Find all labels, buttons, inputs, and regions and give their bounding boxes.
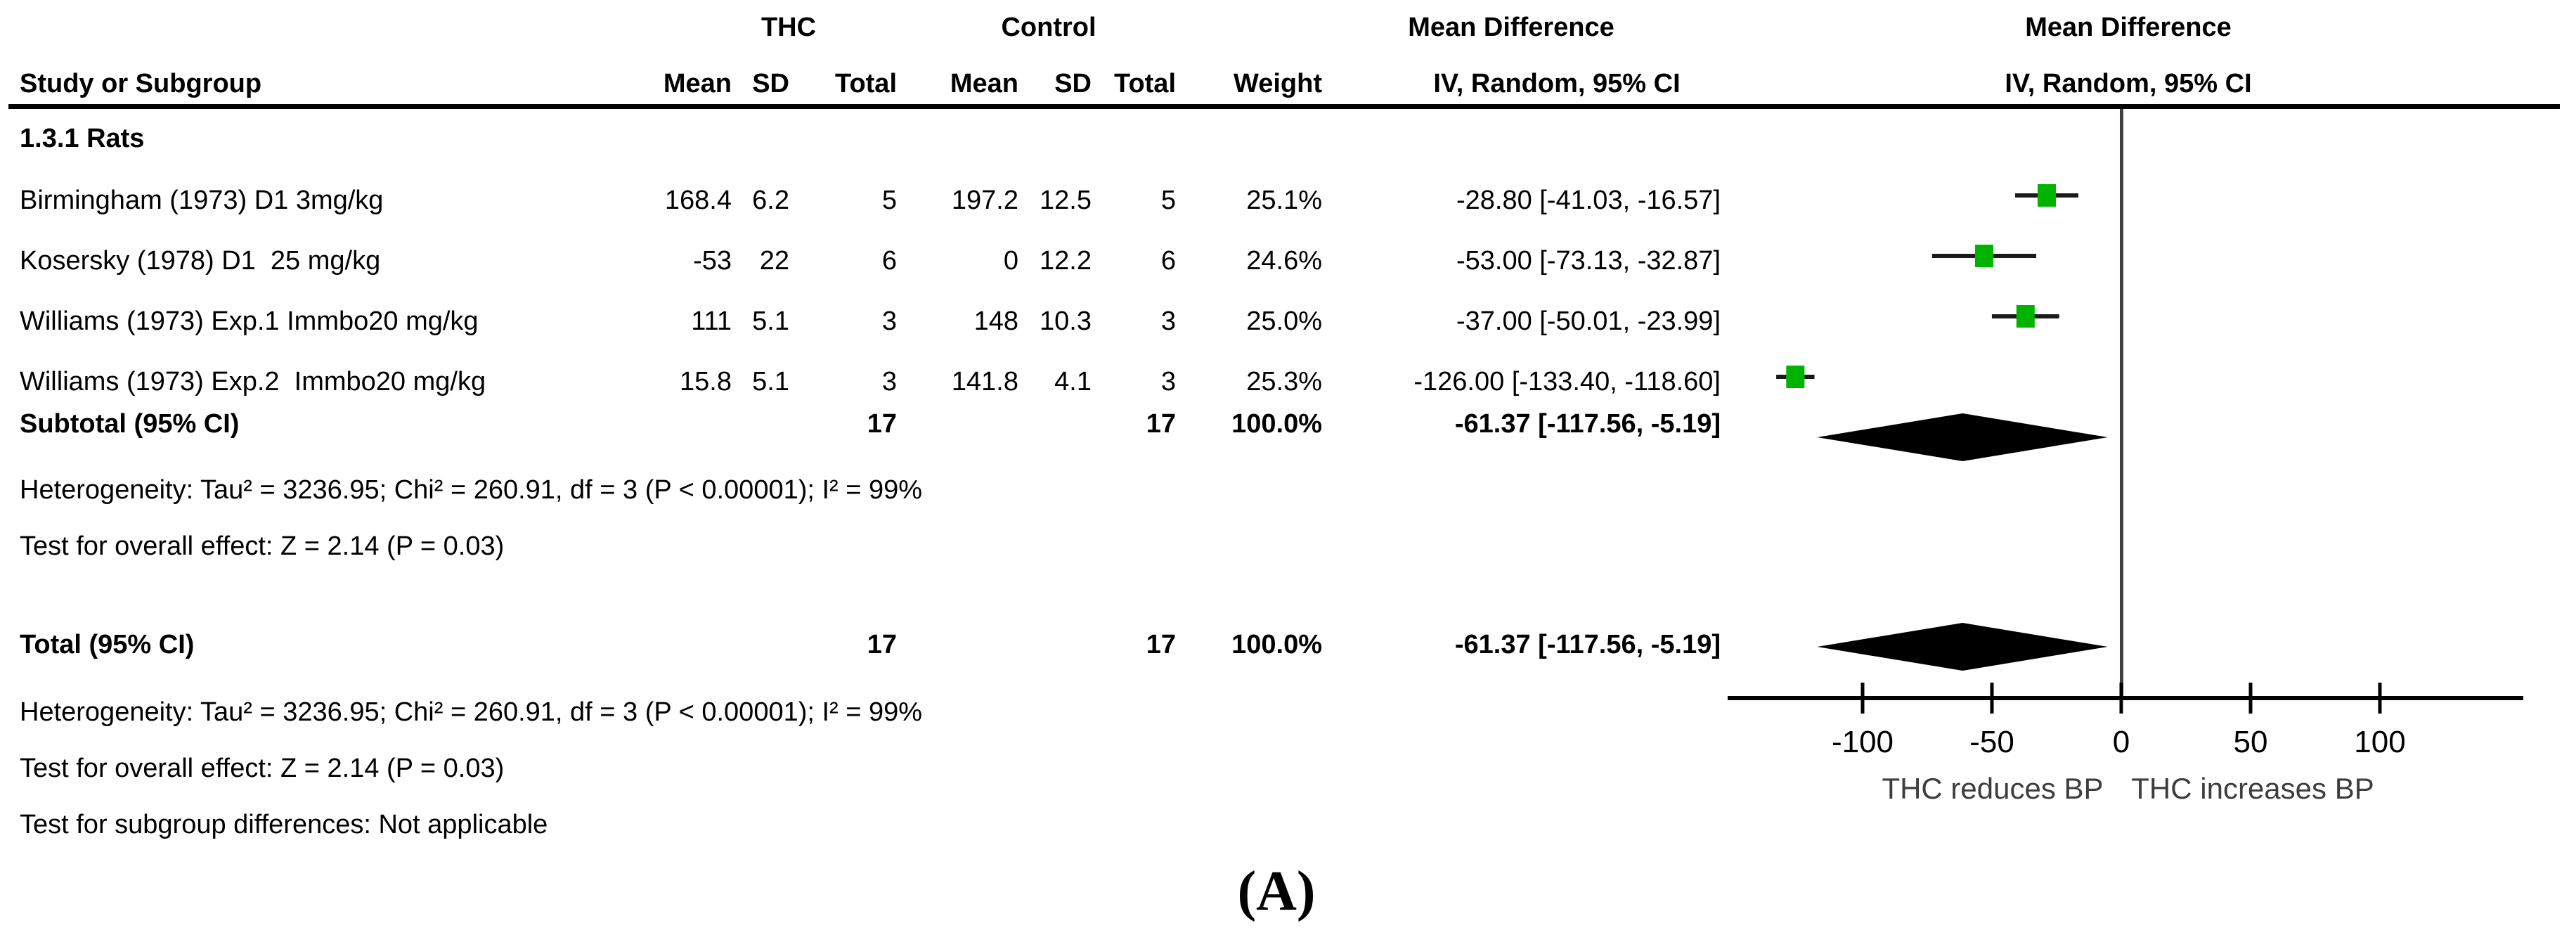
subtotal-row-weight: 100.0%	[1231, 409, 1322, 439]
study-row-ctrl-sd: 12.5	[1040, 186, 1092, 215]
thc-mean-header: Mean	[663, 69, 732, 98]
subtotal-row-ctrl-total: 17	[1146, 409, 1176, 439]
thc-sd-header: SD	[752, 69, 789, 98]
study-row-ctrl-sd: 10.3	[1040, 307, 1092, 336]
ctrl-mean-header: Mean	[950, 69, 1018, 98]
header-divider	[8, 104, 2560, 109]
weight-header: Weight	[1234, 69, 1322, 98]
study-row-weight: 24.6%	[1246, 246, 1322, 276]
subtotal-row-name: Subtotal (95% CI)	[20, 409, 240, 439]
total-row-weight: 100.0%	[1231, 630, 1322, 659]
study-row-name: Williams (1973) Exp.1 Immbo20 mg/kg	[20, 307, 479, 336]
study-row-ctrl-total: 5	[1160, 186, 1176, 215]
axis-label-right: THC increases BP	[2131, 772, 2374, 805]
axis-tick	[2248, 683, 2253, 714]
md-plot-subtitle: IV, Random, 95% CI	[2005, 69, 2252, 98]
study-row-thc-sd: 5.1	[752, 367, 789, 396]
study-row-weight: 25.1%	[1246, 186, 1322, 215]
subgroup-differences: Test for subgroup differences: Not appli…	[20, 810, 548, 839]
study-row-ctrl-mean: 141.8	[951, 367, 1018, 396]
study-row-thc-mean: 168.4	[664, 186, 732, 215]
axis-tick-label: -100	[1831, 725, 1894, 759]
group2-header: Control	[1001, 13, 1096, 42]
md-plot-title: Mean Difference	[2025, 13, 2232, 42]
study-row-ctrl-mean: 148	[973, 307, 1018, 336]
x-axis	[1728, 696, 2523, 700]
zero-line	[2120, 109, 2123, 698]
md-column-subtitle: IV, Random, 95% CI	[1433, 69, 1681, 98]
total-row-ci-text: -61.37 [-117.56, -5.19]	[1454, 630, 1721, 659]
study-row-thc-sd: 6.2	[752, 186, 789, 215]
study-row-ci-text: -28.80 [-41.03, -16.57]	[1456, 186, 1721, 215]
study-row-ctrl-mean: 197.2	[951, 186, 1018, 215]
axis-tick	[2378, 683, 2382, 714]
study-row-thc-total: 3	[881, 307, 897, 336]
study-row-thc-total: 5	[881, 186, 897, 215]
study-row-ctrl-sd: 12.2	[1040, 246, 1092, 276]
study-row-name: Kosersky (1978) D1 25 mg/kg	[20, 246, 381, 276]
axis-tick	[1860, 683, 1865, 714]
total-heterogeneity: Heterogeneity: Tau² = 3236.95; Chi² = 26…	[20, 697, 923, 727]
effect-square	[1786, 366, 1805, 388]
study-row-name: Williams (1973) Exp.2 Immbo20 mg/kg	[20, 367, 486, 396]
study-row-ctrl-total: 3	[1160, 367, 1176, 396]
effect-square	[2038, 184, 2057, 207]
thc-total-header: Total	[835, 69, 897, 98]
study-row-ci-text: -53.00 [-73.13, -32.87]	[1456, 246, 1721, 276]
study-column-header: Study or Subgroup	[20, 69, 262, 98]
axis-tick	[2119, 683, 2123, 714]
study-row-weight: 25.3%	[1246, 367, 1322, 396]
study-row-name: Birmingham (1973) D1 3mg/kg	[20, 186, 384, 215]
axis-tick	[1990, 683, 1994, 714]
study-row-thc-mean: 15.8	[680, 367, 732, 396]
effect-square	[1974, 245, 1993, 267]
total-row-name: Total (95% CI)	[20, 630, 195, 659]
study-row-ctrl-sd: 4.1	[1054, 367, 1092, 396]
study-row-thc-sd: 22	[759, 246, 789, 276]
study-row-thc-total: 6	[881, 246, 897, 276]
study-row-thc-sd: 5.1	[752, 307, 789, 336]
axis-tick-label: 50	[2233, 725, 2268, 759]
axis-tick-label: -50	[1969, 725, 2014, 759]
axis-label-left: THC reduces BP	[1882, 772, 2104, 805]
subgroup-overall-effect: Test for overall effect: Z = 2.14 (P = 0…	[20, 531, 505, 561]
effect-square	[2016, 305, 2035, 328]
study-row-ci-text: -37.00 [-50.01, -23.99]	[1456, 307, 1721, 336]
subgroup-label: 1.3.1 Rats	[20, 124, 145, 153]
study-row-thc-mean: 111	[691, 307, 732, 336]
ctrl-sd-header: SD	[1054, 69, 1092, 98]
study-row-weight: 25.0%	[1246, 307, 1322, 336]
total-diamond	[1817, 623, 2108, 671]
ctrl-total-header: Total	[1114, 69, 1176, 98]
study-row-ctrl-total: 6	[1160, 246, 1176, 276]
study-row-ci-text: -126.00 [-133.40, -118.60]	[1413, 367, 1721, 396]
figure-caption: (A)	[1237, 860, 1316, 922]
subtotal-row-thc-total: 17	[867, 409, 897, 439]
group1-header: THC	[760, 13, 817, 42]
subgroup-heterogeneity: Heterogeneity: Tau² = 3236.95; Chi² = 26…	[20, 475, 923, 505]
study-row-thc-mean: -53	[693, 246, 732, 276]
study-row-ctrl-mean: 0	[1003, 246, 1018, 276]
total-row-ctrl-total: 17	[1146, 630, 1176, 659]
total-row-thc-total: 17	[867, 630, 897, 659]
md-column-title: Mean Difference	[1408, 13, 1614, 42]
axis-tick-label: 0	[2112, 725, 2130, 759]
subtotal-diamond	[1817, 413, 2108, 461]
study-row-ctrl-total: 3	[1160, 307, 1176, 336]
axis-tick-label: 100	[2354, 725, 2406, 759]
study-row-thc-total: 3	[881, 367, 897, 396]
subtotal-row-ci-text: -61.37 [-117.56, -5.19]	[1454, 409, 1721, 439]
total-overall-effect: Test for overall effect: Z = 2.14 (P = 0…	[20, 754, 505, 783]
